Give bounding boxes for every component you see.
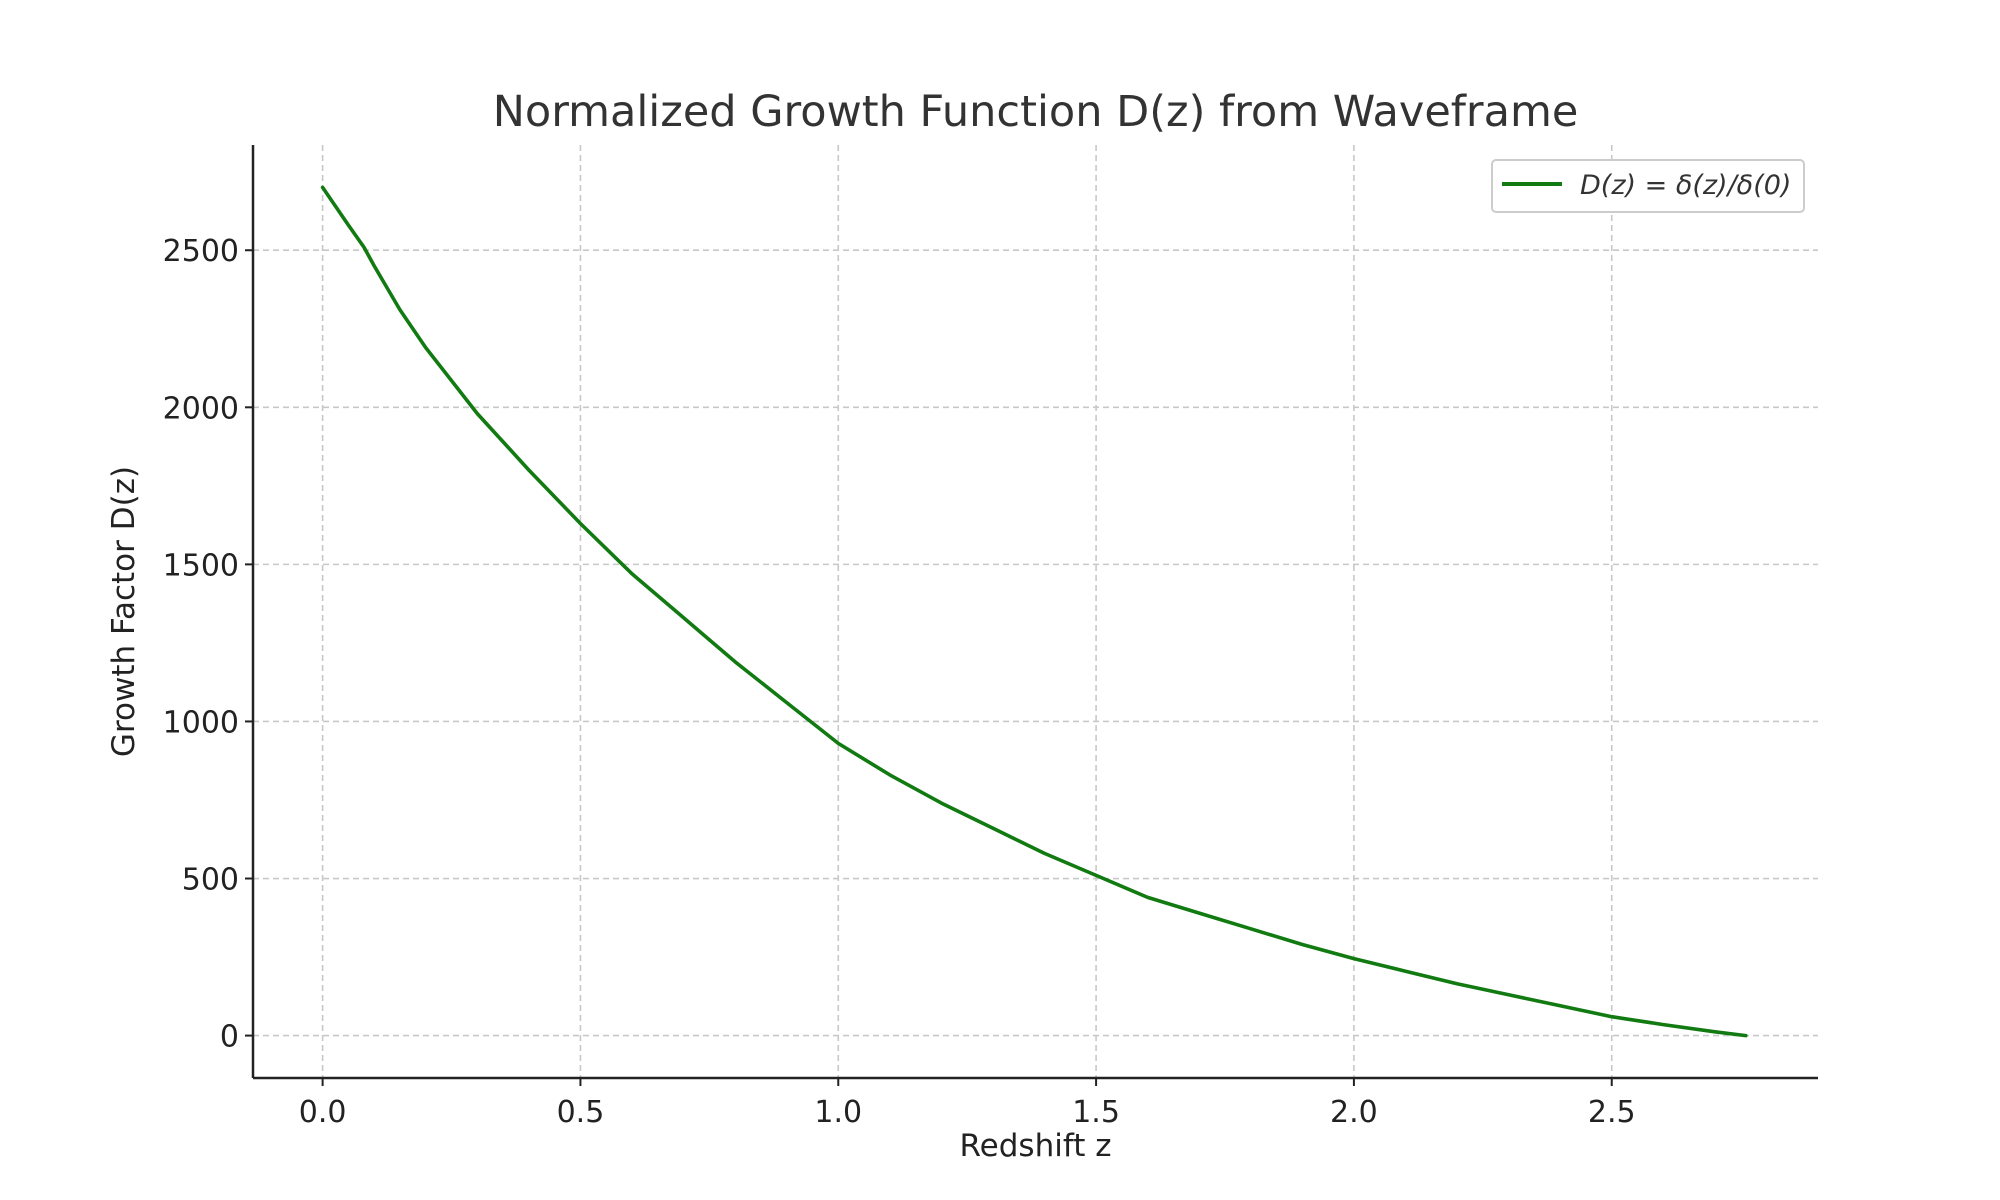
series-layer	[320, 185, 1748, 1038]
x-tick-label: 0.5	[557, 1095, 605, 1130]
legend-label: D(z) = δ(z)/δ(0)	[1580, 170, 1791, 201]
grid	[253, 145, 1818, 1078]
x-tick-label: 0.0	[299, 1095, 347, 1130]
y-axis-label: Growth Factor D(z)	[106, 466, 142, 757]
x-tick-label: 1.5	[1072, 1095, 1120, 1130]
ticks: 0.0 0.5 1.0 1.5 2.0 2.5 0 500 1000 1500 2000 2500	[163, 234, 1636, 1130]
series-line	[320, 185, 1748, 1038]
x-tick-label: 1.0	[814, 1095, 862, 1130]
y-tick-label: 0	[220, 1020, 239, 1055]
x-tick-label: 2.0	[1330, 1095, 1378, 1130]
x-axis-label: Redshift z	[960, 1128, 1112, 1164]
legend-box	[1491, 159, 1805, 213]
y-tick-label: 1000	[163, 705, 239, 740]
axes	[251, 145, 1818, 1080]
chart-title: Normalized Growth Function D(z) from Wav…	[493, 87, 1579, 137]
y-tick-label: 2000	[163, 391, 239, 426]
x-tick-label: 2.5	[1588, 1095, 1636, 1130]
legend: D(z) = δ(z)/δ(0)	[1491, 159, 1805, 213]
y-tick-label: 1500	[163, 548, 239, 583]
y-tick-label: 500	[182, 863, 239, 898]
y-tick-label: 2500	[163, 234, 239, 269]
